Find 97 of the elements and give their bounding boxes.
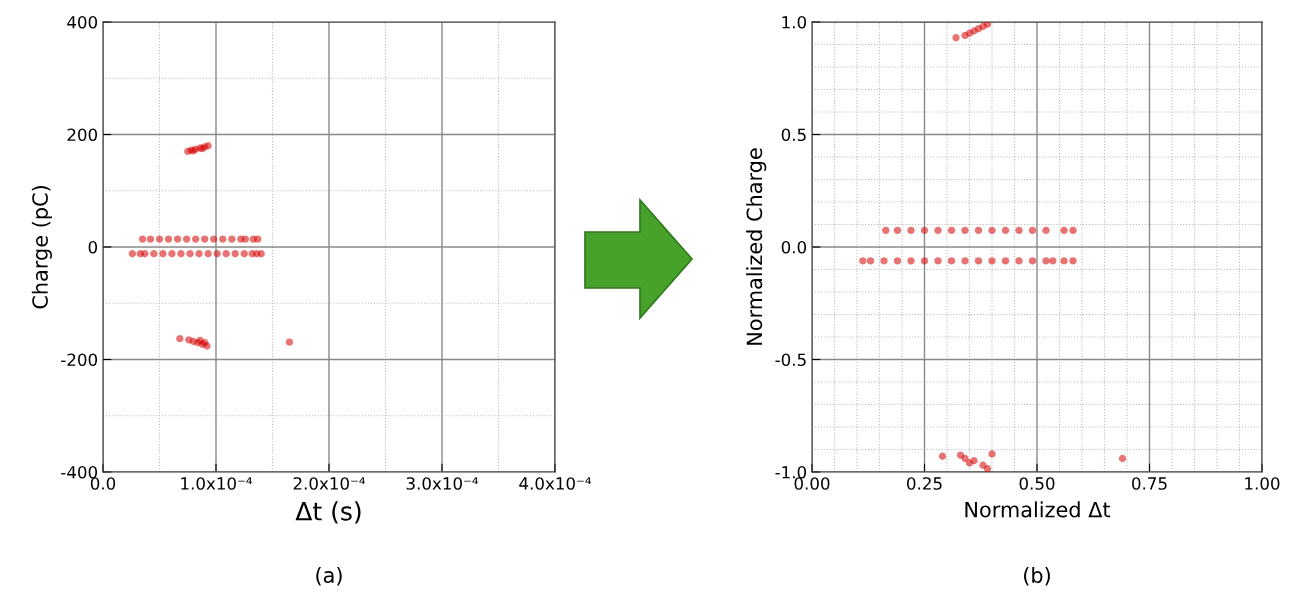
x-tick-label: 2.0x10⁻⁴: [293, 477, 365, 490]
point: [947, 226, 956, 235]
point: [1001, 226, 1010, 235]
point: [934, 226, 942, 235]
point: [128, 250, 137, 258]
y-tick-label: -1.0: [775, 465, 807, 479]
point: [228, 235, 236, 243]
point: [254, 235, 262, 243]
point: [882, 226, 890, 235]
point: [159, 250, 167, 258]
y-tick-label: 200: [67, 128, 98, 142]
point: [257, 250, 265, 258]
point: [210, 235, 218, 243]
x-axis-title: Δt (s): [295, 501, 361, 524]
point: [1060, 226, 1068, 235]
point: [961, 257, 969, 265]
text: (b): [1024, 566, 1050, 586]
point: [213, 250, 221, 258]
point: [177, 250, 185, 258]
point: [285, 338, 294, 346]
point: [222, 250, 230, 258]
point: [988, 226, 996, 235]
point: [240, 250, 248, 258]
point: [947, 257, 956, 265]
point: [920, 226, 929, 235]
x-tick-label: 1.00: [1245, 477, 1280, 490]
point: [1060, 257, 1068, 265]
point: [961, 226, 969, 235]
x-tick-label: 4.0x10⁻⁴: [519, 477, 591, 490]
x-axis-title: Normalized Δt: [965, 501, 1111, 518]
point: [907, 257, 915, 265]
point: [241, 235, 250, 243]
y-tick-label: 0.0: [781, 240, 807, 254]
point: [231, 250, 239, 258]
text: (a): [316, 566, 342, 586]
point: [1028, 257, 1037, 265]
point: [952, 34, 960, 42]
x-tick-label: 0.00: [794, 477, 830, 490]
point: [201, 235, 209, 243]
point: [1069, 226, 1077, 235]
x-tick-label: 0.50: [1019, 477, 1055, 490]
point: [138, 235, 147, 243]
point: [920, 257, 929, 265]
point: [146, 235, 155, 243]
y-tick-label: 1.0: [782, 15, 807, 29]
x-tick-label: 0.25: [907, 477, 942, 490]
point: [1015, 257, 1023, 265]
point: [168, 250, 176, 258]
point: [195, 250, 203, 258]
point: [1015, 226, 1023, 235]
point: [983, 464, 992, 472]
point: [182, 235, 191, 243]
point: [974, 226, 983, 235]
y-axis-title: Charge (pC): [31, 186, 52, 309]
point: [1049, 257, 1057, 265]
point: [1042, 257, 1050, 265]
point: [186, 250, 194, 258]
x-tick-label: 3.0x10⁻⁴: [406, 477, 478, 490]
point: [880, 257, 888, 265]
point: [150, 250, 158, 258]
point: [1001, 257, 1010, 265]
point: [155, 235, 164, 243]
point: [974, 257, 983, 265]
point: [1069, 257, 1077, 265]
point: [204, 250, 212, 258]
point: [1042, 226, 1050, 235]
y-tick-label: -200: [61, 353, 98, 367]
point: [961, 454, 969, 463]
y-tick-label: 400: [67, 15, 98, 29]
point: [907, 226, 915, 235]
y-tick-label: 0: [88, 240, 98, 254]
point: [988, 257, 996, 265]
y-axis-title: Normalized Charge: [746, 148, 767, 345]
point: [934, 257, 942, 265]
point: [176, 335, 184, 343]
point: [1028, 226, 1037, 235]
point: [965, 459, 974, 467]
point: [938, 452, 947, 460]
x-tick-label: 0.0: [90, 477, 116, 490]
point: [988, 450, 996, 458]
point: [893, 226, 902, 235]
y-tick-label: -400: [61, 465, 98, 479]
point: [859, 257, 867, 265]
x-tick-label: 1.0x10⁻⁴: [181, 477, 252, 490]
x-tick-label: 0.75: [1132, 477, 1167, 490]
point: [866, 257, 875, 265]
y-tick-label: -0.5: [775, 353, 806, 367]
point: [965, 29, 974, 37]
point: [164, 235, 173, 243]
point: [173, 235, 182, 243]
point: [191, 235, 200, 243]
point: [893, 257, 902, 265]
point: [219, 235, 227, 243]
point: [974, 25, 983, 33]
y-tick-label: 0.5: [781, 128, 806, 142]
point: [141, 250, 149, 258]
point: [1118, 454, 1127, 463]
